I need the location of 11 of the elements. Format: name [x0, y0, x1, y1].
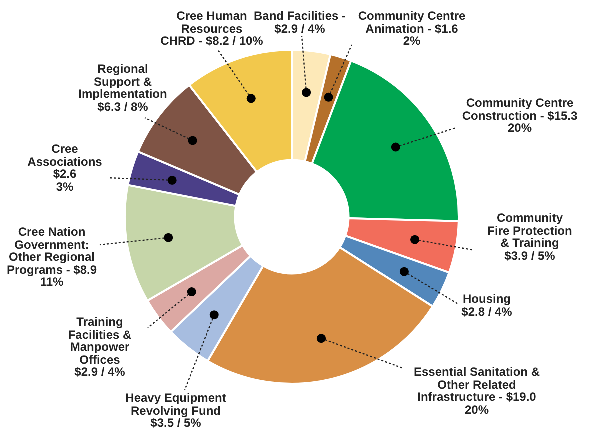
slice-label: Community Centre Animation - $1.6 2%	[358, 9, 466, 48]
slice-label: Band Facilities - $2.9 / 4%	[254, 9, 346, 36]
slice-label: Training Facilities & Manpower Offices $2.9 / 4%	[68, 315, 132, 379]
slice-label: Heavy Equipment Revolving Fund $3.5 / 5%	[126, 391, 226, 430]
slice-label: Cree Nation Government: Other Regional Programs - $8.9 11%	[6, 225, 98, 289]
slice-label: Essential Sanitation & Other Related Infrastructure - $19.0 20%	[414, 365, 540, 416]
slice-label: Community Centre Construction - $15.3 20%	[462, 96, 578, 135]
slice-label: Regional Support & Implementation $6.3 / 8%	[78, 62, 168, 114]
slice-label: Cree Associations $2.6 3%	[28, 142, 102, 194]
slice-label: Community Fire Protection & Training $3.9 / 5%	[488, 211, 572, 262]
slice-label: Housing $2.8 / 4%	[462, 292, 512, 318]
